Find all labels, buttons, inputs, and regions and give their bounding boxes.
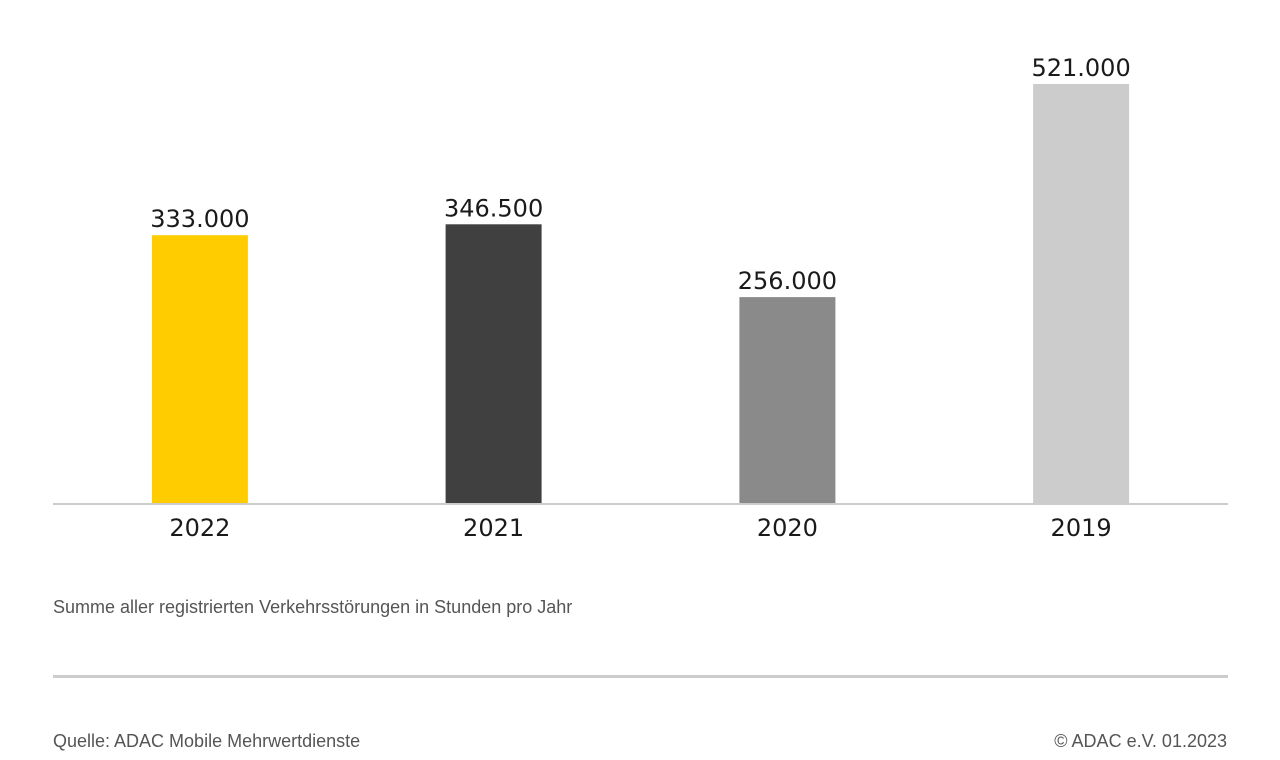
bars-layer xyxy=(151,84,1130,504)
x-tick-labels-layer: 2022 2021 2020 2019 xyxy=(169,514,1111,542)
value-label-2020: 256.000 xyxy=(738,267,837,295)
value-labels-layer: 333.000 346.500 256.000 521.000 xyxy=(150,54,1130,295)
x-tick-label-2020: 2020 xyxy=(757,514,818,542)
copyright-note: © ADAC e.V. 01.2023 xyxy=(1054,731,1227,751)
value-label-2022: 333.000 xyxy=(150,205,249,233)
value-label-2021: 346.500 xyxy=(444,194,543,222)
bar-2020 xyxy=(739,297,836,503)
source-note: Quelle: ADAC Mobile Mehrwertdienste xyxy=(53,731,361,751)
chart-caption: Summe aller registrierten Verkehrsstörun… xyxy=(53,597,573,617)
x-tick-label-2019: 2019 xyxy=(1051,514,1112,542)
bar-2019 xyxy=(1033,84,1130,503)
bar-2021 xyxy=(445,224,542,504)
x-tick-label-2022: 2022 xyxy=(169,514,230,542)
x-tick-label-2021: 2021 xyxy=(463,514,524,542)
bar-2022 xyxy=(151,235,248,503)
footer-divider xyxy=(53,675,1228,678)
value-label-2019: 521.000 xyxy=(1031,54,1130,82)
